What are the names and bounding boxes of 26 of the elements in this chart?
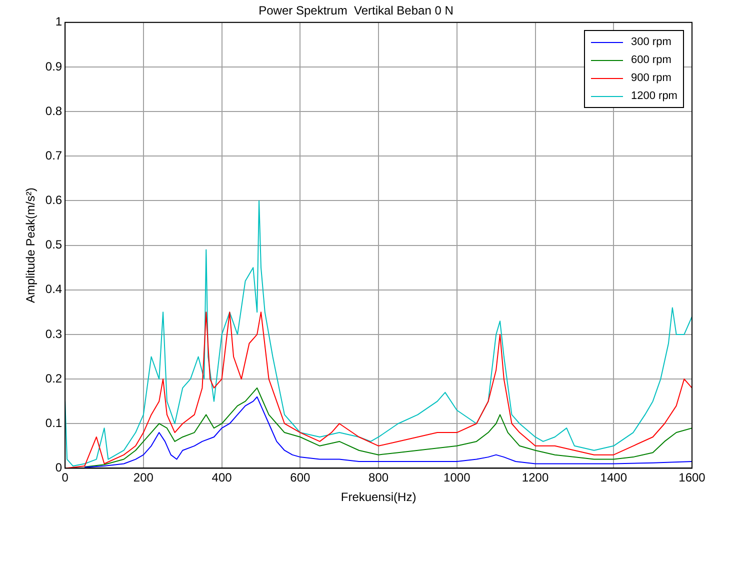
y-tick-label: 0.2 (45, 371, 62, 386)
y-tick-label: 0.9 (45, 59, 62, 74)
x-tick-label: 1400 (600, 470, 628, 485)
y-tick-label: 1 (55, 14, 62, 29)
x-tick-label: 1600 (678, 470, 706, 485)
legend-label: 900 rpm (631, 72, 672, 84)
y-tick-label: 0.4 (45, 282, 62, 296)
x-tick-label: 400 (212, 470, 232, 485)
x-tick-label: 1200 (522, 470, 549, 485)
y-tick-label: 0.8 (45, 104, 62, 118)
y-axis-title: Amplitude Peak(m/s²) (24, 188, 38, 303)
y-tick-label: 0.1 (45, 416, 62, 430)
x-tick-label: 600 (290, 470, 311, 485)
legend-label: 600 rpm (631, 54, 672, 66)
x-axis-title: Frekuensi(Hz) (340, 490, 416, 504)
y-tick-label: 0.6 (45, 193, 62, 208)
x-tick-label: 800 (368, 470, 389, 485)
y-tick-label: 0 (55, 460, 62, 475)
y-tick-label: 0.7 (45, 148, 62, 162)
x-tick-label: 200 (133, 470, 154, 485)
legend-label: 1200 rpm (631, 90, 678, 102)
y-tick-label: 0.3 (45, 326, 62, 341)
y-tick-label: 0.5 (45, 238, 62, 252)
legend-label: 300 rpm (631, 36, 672, 48)
chart-title: Power Spektrum Vertikal Beban 0 N (258, 4, 454, 18)
x-tick-label: 1000 (444, 470, 471, 485)
